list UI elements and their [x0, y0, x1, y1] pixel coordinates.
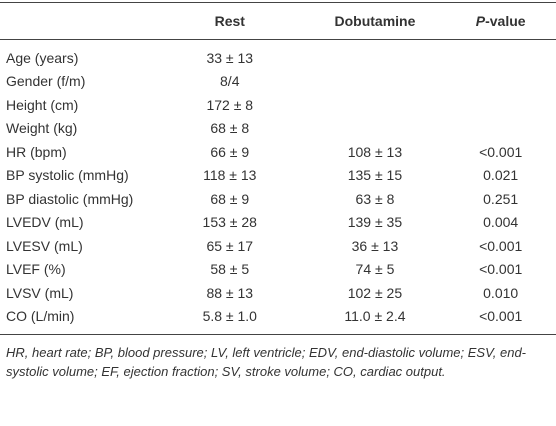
table-cell: 5.8 ± 1.0 — [202, 308, 257, 325]
table-cell: 65 ± 17 — [206, 237, 254, 254]
table-cell: 8/4 — [220, 73, 240, 90]
data-table: Rest Dobutamine P-value Age (years) 33 ± … — [0, 2, 556, 335]
table-cell: 0.021 — [483, 167, 519, 184]
table-row: BP systolic (mmHg) 118 ± 13 135 ± 15 0.021 — [0, 164, 556, 188]
table-body: Age (years) 33 ± 13 Gender (f/m) 8/4 Height … — [0, 40, 556, 335]
table-cell: 33 ± 13 — [206, 49, 254, 66]
header-cell: Rest — [214, 13, 245, 29]
table-cell: 0.010 — [483, 284, 519, 301]
row-label: BP systolic (mmHg) — [6, 167, 129, 184]
table-cell — [445, 117, 556, 141]
table-row: LVESV (mL) 65 ± 17 36 ± 13 <0.001 — [0, 234, 556, 258]
table-cell: <0.001 — [479, 237, 523, 254]
table-cell: <0.001 — [479, 308, 523, 325]
row-label: LVSV (mL) — [6, 284, 74, 301]
table-cell: 135 ± 15 — [347, 167, 403, 184]
header-row: Rest Dobutamine P-value — [0, 2, 556, 40]
table-cell: 66 ± 9 — [210, 143, 250, 160]
header-cell: Dobutamine — [334, 13, 416, 29]
header-cell: P-value — [445, 3, 556, 40]
table-row: Age (years) 33 ± 13 — [0, 40, 556, 70]
table-row: LVEF (%) 58 ± 5 74 ± 5 <0.001 — [0, 258, 556, 282]
table-cell: 139 ± 35 — [347, 214, 403, 231]
table-cell: 68 ± 8 — [210, 120, 250, 137]
row-label: LVEDV (mL) — [6, 214, 84, 231]
table-cell: 11.0 ± 2.4 — [344, 308, 406, 325]
table-row: CO (L/min) 5.8 ± 1.0 11.0 ± 2.4 <0.001 — [0, 305, 556, 335]
table-cell: 74 ± 5 — [355, 261, 395, 278]
row-label: Age (years) — [6, 49, 79, 66]
row-label: HR (bpm) — [6, 143, 67, 160]
table-cell: 153 ± 28 — [202, 214, 257, 231]
table-cell: 102 ± 25 — [347, 284, 403, 301]
table-row: Weight (kg) 68 ± 8 — [0, 117, 556, 141]
table-row: HR (bpm) 66 ± 9 108 ± 13 <0.001 — [0, 140, 556, 164]
row-label: Height (cm) — [6, 96, 79, 113]
table-cell — [305, 70, 446, 94]
row-label: LVESV (mL) — [6, 237, 83, 254]
table-cell: 0.004 — [483, 214, 519, 231]
table-cell — [305, 40, 446, 70]
row-label: Weight (kg) — [6, 120, 78, 137]
table-row: LVSV (mL) 88 ± 13 102 ± 25 0.010 — [0, 281, 556, 305]
row-label: BP diastolic (mmHg) — [6, 190, 134, 207]
table-cell: 88 ± 13 — [206, 284, 254, 301]
header-italic: P — [475, 13, 486, 29]
table-cell: 68 ± 9 — [210, 190, 250, 207]
table-row: BP diastolic (mmHg) 68 ± 9 63 ± 8 0.251 — [0, 187, 556, 211]
table-cell: 0.251 — [483, 190, 519, 207]
table-cell — [445, 93, 556, 117]
table-row: LVEDV (mL) 153 ± 28 139 ± 35 0.004 — [0, 211, 556, 235]
table-row: Gender (f/m) 8/4 — [0, 70, 556, 94]
row-label: CO (L/min) — [6, 308, 75, 325]
table-cell: 36 ± 13 — [351, 237, 399, 254]
row-label: Gender (f/m) — [6, 73, 86, 90]
table-cell: 118 ± 13 — [203, 167, 257, 184]
table-row: Height (cm) 172 ± 8 — [0, 93, 556, 117]
table-cell — [445, 70, 556, 94]
table-cell — [305, 117, 446, 141]
table-cell: 108 ± 13 — [347, 143, 403, 160]
table-cell: 172 ± 8 — [206, 96, 254, 113]
footnote: HR, heart rate; BP, blood pressure; LV, … — [6, 345, 527, 379]
table-cell: <0.001 — [479, 143, 523, 160]
header-empty — [0, 3, 155, 40]
table-cell — [305, 93, 446, 117]
row-label: LVEF (%) — [6, 261, 66, 278]
table-cell: 58 ± 5 — [210, 261, 250, 278]
table-cell: <0.001 — [479, 261, 523, 278]
table-cell — [445, 40, 556, 70]
table-cell: 63 ± 8 — [355, 190, 395, 207]
header-text: -value — [485, 13, 526, 29]
